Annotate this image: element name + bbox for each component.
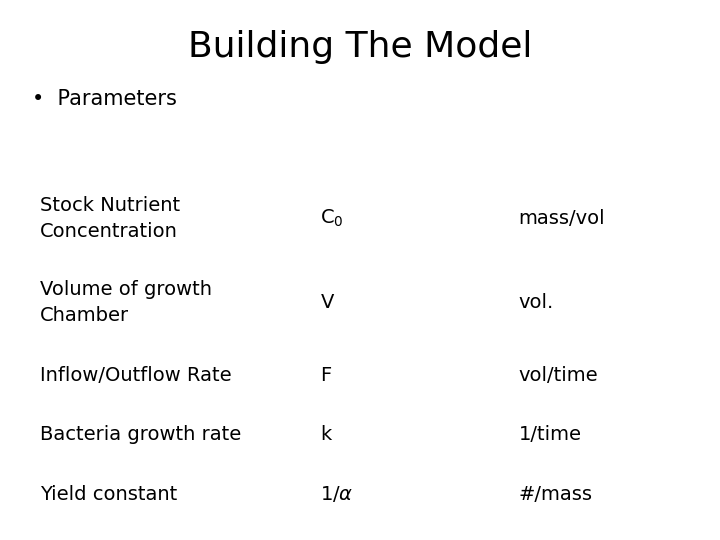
Text: k: k (320, 425, 332, 444)
Text: F: F (320, 366, 332, 385)
Text: #/mass: #/mass (518, 484, 593, 504)
Text: vol/time: vol/time (518, 366, 598, 385)
Text: vol.: vol. (518, 293, 554, 312)
Text: $\mathregular{1/}\alpha$: $\mathregular{1/}\alpha$ (320, 484, 354, 504)
Text: •  Parameters: • Parameters (32, 89, 177, 109)
Text: Building The Model: Building The Model (188, 30, 532, 64)
Text: Inflow/Outflow Rate: Inflow/Outflow Rate (40, 366, 231, 385)
Text: Yield constant: Yield constant (40, 484, 177, 504)
Text: mass/vol: mass/vol (518, 209, 605, 228)
Text: Stock Nutrient
Concentration: Stock Nutrient Concentration (40, 196, 180, 241)
Text: Bacteria growth rate: Bacteria growth rate (40, 425, 241, 444)
Text: V: V (320, 293, 334, 312)
Text: Volume of growth
Chamber: Volume of growth Chamber (40, 280, 212, 325)
Text: $\mathregular{C_0}$: $\mathregular{C_0}$ (320, 208, 344, 230)
Text: 1/time: 1/time (518, 425, 582, 444)
